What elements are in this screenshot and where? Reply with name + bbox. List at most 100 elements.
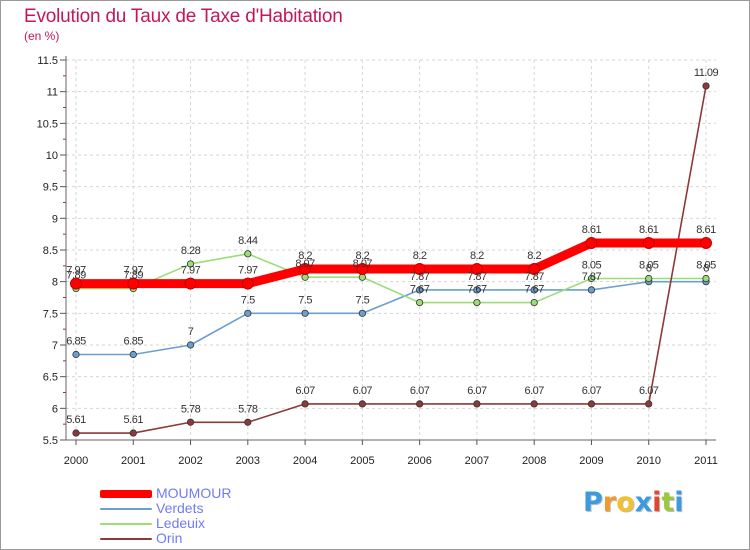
x-tick-label: 2000 xyxy=(64,455,88,467)
x-tick-label: 2004 xyxy=(293,455,317,467)
data-point xyxy=(358,400,366,408)
y-tick-label: 9.5 xyxy=(43,182,58,194)
data-label: 8.2 xyxy=(527,250,541,262)
y-tick-label: 8.5 xyxy=(43,245,58,257)
data-label: 6.85 xyxy=(66,336,86,348)
data-point xyxy=(129,429,137,437)
x-tick-label: 2003 xyxy=(236,455,260,467)
data-label: 11.09 xyxy=(694,67,719,79)
data-label: 8.2 xyxy=(470,250,484,262)
data-label: 8.2 xyxy=(413,250,427,262)
y-tick-label: 10 xyxy=(46,150,58,162)
data-label: 6.07 xyxy=(295,385,315,397)
x-tick-label: 2007 xyxy=(465,455,489,467)
x-tick-label: 2011 xyxy=(694,455,718,467)
data-point xyxy=(72,429,80,437)
data-labels: 7.97 7.97 7.97 7.97 8.2 8.2 8.2 8.2 8.2 8.61 8.61 8… xyxy=(66,67,719,426)
chart-title: Evolution du Taux de Taxe d'Habitation xyxy=(24,6,343,27)
legend-label: Ledeuix xyxy=(156,515,206,531)
data-label: 7.67 xyxy=(467,284,487,296)
legend-swatch xyxy=(100,489,152,498)
data-label: 7.87 xyxy=(467,271,487,283)
legend-swatch xyxy=(100,507,152,510)
x-tick-label: 2002 xyxy=(178,455,202,467)
legend-label: Orin xyxy=(156,530,183,546)
data-label: 8.05 xyxy=(696,260,716,272)
y-tick-label: 7 xyxy=(52,340,58,352)
data-label: 8.61 xyxy=(582,224,602,236)
data-label: 7.67 xyxy=(524,284,544,296)
data-label: 8.07 xyxy=(295,258,315,270)
data-point xyxy=(700,237,712,250)
x-tick-label: 2008 xyxy=(522,455,546,467)
data-point xyxy=(127,277,140,290)
data-point xyxy=(72,350,80,359)
data-label: 5.61 xyxy=(124,414,144,426)
data-label: 6.07 xyxy=(639,385,659,397)
legend-item: Verdets xyxy=(100,501,231,516)
y-tick-label: 7.5 xyxy=(43,308,58,320)
data-label: 7.87 xyxy=(410,271,430,283)
data-label: 8.2 xyxy=(298,250,312,262)
data-label: 8.61 xyxy=(639,224,659,236)
logo-letter: P xyxy=(583,487,603,518)
data-point xyxy=(244,250,252,258)
data-point xyxy=(186,418,195,426)
data-label: 6.85 xyxy=(124,336,144,348)
series-line-orin xyxy=(76,85,707,434)
data-point xyxy=(473,400,481,408)
data-point xyxy=(473,298,481,307)
data-point xyxy=(186,260,195,268)
data-label: 7.87 xyxy=(582,271,602,283)
data-point xyxy=(473,286,481,294)
data-label: 8 xyxy=(703,263,709,275)
y-tick-label: 5.5 xyxy=(43,435,58,447)
series-line-verdets xyxy=(76,280,706,356)
data-label: 8.2 xyxy=(355,250,369,262)
legend-item: MOUMOUR xyxy=(100,486,231,501)
data-point xyxy=(645,274,653,283)
data-point xyxy=(244,309,252,317)
data-label: 8.05 xyxy=(582,260,602,272)
x-tick-label: 2009 xyxy=(579,455,603,467)
data-point xyxy=(702,274,710,283)
axes: 5.5 6 6.5 7 7.5 8 8.5 9 9.5 10 10.5 11 11.5 2000 2001 2… xyxy=(37,55,718,467)
legend-swatch xyxy=(100,537,152,540)
y-tick-label: 9 xyxy=(52,213,58,225)
data-point xyxy=(301,400,309,408)
proxiti-logo: Proxiti xyxy=(583,487,684,518)
data-point xyxy=(244,418,252,426)
data-point xyxy=(413,263,426,275)
logo-letter: r xyxy=(602,487,617,518)
logo-letter: i xyxy=(652,487,662,518)
data-point xyxy=(416,298,424,307)
data-point xyxy=(530,286,538,294)
y-tick-label: 6 xyxy=(52,403,58,415)
data-label: 7.5 xyxy=(298,294,312,306)
y-tick-label: 11.5 xyxy=(37,55,58,67)
data-label: 8.61 xyxy=(696,224,716,236)
logo-letter: i xyxy=(674,487,684,518)
data-label: 7.97 xyxy=(181,265,201,277)
data-label: 7.89 xyxy=(124,270,144,282)
grid-lines xyxy=(66,59,716,441)
data-label: 7 xyxy=(188,326,194,338)
data-label: 7.97 xyxy=(124,265,144,277)
data-label: 6.07 xyxy=(582,385,602,397)
data-label: 7.67 xyxy=(410,284,430,296)
legend: MOUMOUR Verdets Ledeuix Orin xyxy=(100,486,231,546)
y-tick-label: 11 xyxy=(47,87,58,99)
data-label: 7.5 xyxy=(355,294,369,306)
data-point xyxy=(585,237,598,250)
legend-item: Ledeuix xyxy=(100,516,231,531)
data-point xyxy=(70,277,82,290)
x-tick-label: 2005 xyxy=(350,455,374,467)
data-label: 8 xyxy=(646,263,652,275)
data-point xyxy=(186,341,195,349)
data-label: 7.87 xyxy=(524,271,544,283)
x-tick-label: 2001 xyxy=(121,455,145,467)
x-tick-label: 2010 xyxy=(636,455,660,467)
data-point xyxy=(530,400,538,408)
series-line-ledeuix xyxy=(76,253,706,304)
